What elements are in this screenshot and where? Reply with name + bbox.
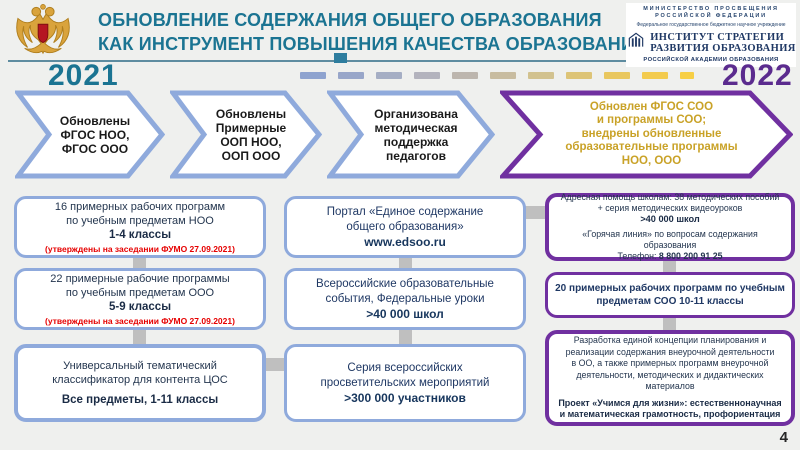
institute-name: ИНСТИТУТ СТРАТЕГИИ РАЗВИТИЯ ОБРАЗОВАНИЯ xyxy=(650,31,796,54)
connector xyxy=(663,314,676,334)
box-emphasis: 5-9 классы xyxy=(108,300,172,313)
box-emphasis: www.edsoo.ru xyxy=(364,234,446,249)
box-federal-lessons: Всероссийские образовательные события, Ф… xyxy=(284,268,526,330)
title-underline xyxy=(8,60,656,62)
timeline-dash xyxy=(338,72,364,79)
ministry-name: МИНИСТЕРСТВО ПРОСВЕЩЕНИЯ РОССИЙСКОЙ ФЕДЕ… xyxy=(643,6,779,19)
box-targeted-help: Адресная помощь школам: 38 методических … xyxy=(545,192,795,262)
connector xyxy=(399,254,412,272)
box-emphasis: >40 000 школ xyxy=(640,214,700,224)
timeline-dash xyxy=(490,72,516,79)
phone-label: Телефон: xyxy=(617,251,659,261)
chevron-label: Обновлены Примерные ООП НОО, ООП ООО xyxy=(215,106,287,163)
box-body: Всероссийские образовательные события, Ф… xyxy=(316,277,494,305)
box-body: Универсальный тематический классификатор… xyxy=(52,359,228,386)
page-number: 4 xyxy=(779,429,788,446)
box-programs-noo: 16 примерных рабочих программ по учебным… xyxy=(14,196,266,258)
box-body: 22 примерные рабочие программы по учебны… xyxy=(50,272,230,299)
box-body: Портал «Единое содержание общего образов… xyxy=(326,205,484,233)
institute-header-block: МИНИСТЕРСТВО ПРОСВЕЩЕНИЯ РОССИЙСКОЙ ФЕДЕ… xyxy=(626,3,796,67)
agency-subtitle: Федеральное государственное бюджетное на… xyxy=(636,22,786,28)
timeline-dashed-arrow xyxy=(300,72,694,79)
timeline-dash xyxy=(642,72,668,79)
chevron-label: Обновлены ФГОС НОО, ФГОС ООО xyxy=(59,113,131,156)
box-body: 20 примерных рабочих программ по учебным… xyxy=(555,283,785,307)
chevron-label: Организована методическая поддержка педа… xyxy=(374,106,458,163)
title-tick xyxy=(334,53,347,63)
slide-title: ОБНОВЛЕНИЕ СОДЕРЖАНИЯ ОБЩЕГО ОБРАЗОВАНИЯ… xyxy=(98,10,648,54)
timeline-dash xyxy=(376,72,402,79)
institute-building-icon xyxy=(626,30,646,55)
box-body: Разработка единой концепции планирования… xyxy=(565,335,775,392)
timeline-dash xyxy=(300,72,326,79)
timeline-dash xyxy=(452,72,478,79)
box-classifier: Универсальный тематический классификатор… xyxy=(14,344,266,422)
ministry-eagle-logo xyxy=(12,3,74,64)
connector xyxy=(522,206,549,219)
box-body: Серия всероссийских просветительских мер… xyxy=(320,361,490,389)
box-portal-edsoo: Портал «Единое содержание общего образов… xyxy=(284,196,526,258)
box-note: (утверждены на заседании ФУМО 27.09.2021… xyxy=(45,315,235,326)
box-emphasis: >300 000 участников xyxy=(344,390,466,405)
chevron-label: Обновлен ФГОС СОО и программы СОО; внедр… xyxy=(565,100,738,167)
box-extracurricular-concept: Разработка единой концепции планирования… xyxy=(545,330,795,426)
box-note: (утверждены на заседании ФУМО 27.09.2021… xyxy=(45,243,235,254)
box-body: 16 примерных рабочих программ по учебным… xyxy=(54,200,226,227)
connector xyxy=(133,254,146,272)
box-programs-soo: 20 примерных рабочих программ по учебным… xyxy=(545,272,795,318)
box-enlightenment-events: Серия всероссийских просветительских мер… xyxy=(284,344,526,422)
academy-line: РОССИЙСКОЙ АКАДЕМИИ ОБРАЗОВАНИЯ xyxy=(643,57,779,63)
connector xyxy=(262,358,288,371)
year-2022: 2022 xyxy=(722,59,793,92)
box-body: «Горячая линия» по вопросам содержания о… xyxy=(582,229,758,250)
connector xyxy=(399,326,412,348)
chevron-oop-noo-ooo: Обновлены Примерные ООП НОО, ООП ООО xyxy=(170,90,322,179)
connector xyxy=(663,258,676,276)
chevron-fgos-noo-ooo: Обновлены ФГОС НОО, ФГОС ООО xyxy=(15,90,165,179)
box-emphasis: Все предметы, 1-11 классы xyxy=(61,393,219,406)
phone-number: 8 800 200 91 25 xyxy=(658,251,723,261)
chevron-fgos-soo-2022: Обновлен ФГОС СОО и программы СОО; внедр… xyxy=(500,90,793,179)
box-emphasis: >40 000 школ xyxy=(366,306,444,321)
timeline-dash xyxy=(604,72,630,79)
timeline-dash xyxy=(566,72,592,79)
box-emphasis: Проект «Учимся для жизни»: естественнона… xyxy=(558,397,782,420)
box-emphasis: 1-4 классы xyxy=(108,228,172,241)
timeline-dash xyxy=(528,72,554,79)
connector xyxy=(133,326,146,348)
timeline-dash xyxy=(680,72,694,79)
box-programs-ooo: 22 примерные рабочие программы по учебны… xyxy=(14,268,266,330)
chevron-method-support: Организована методическая поддержка педа… xyxy=(327,90,495,179)
timeline-dash xyxy=(414,72,440,79)
year-2021: 2021 xyxy=(48,59,119,92)
box-phone-line: Телефон: 8 800 200 91 25 xyxy=(618,251,723,262)
box-body: Адресная помощь школам: 38 методических … xyxy=(560,192,780,213)
